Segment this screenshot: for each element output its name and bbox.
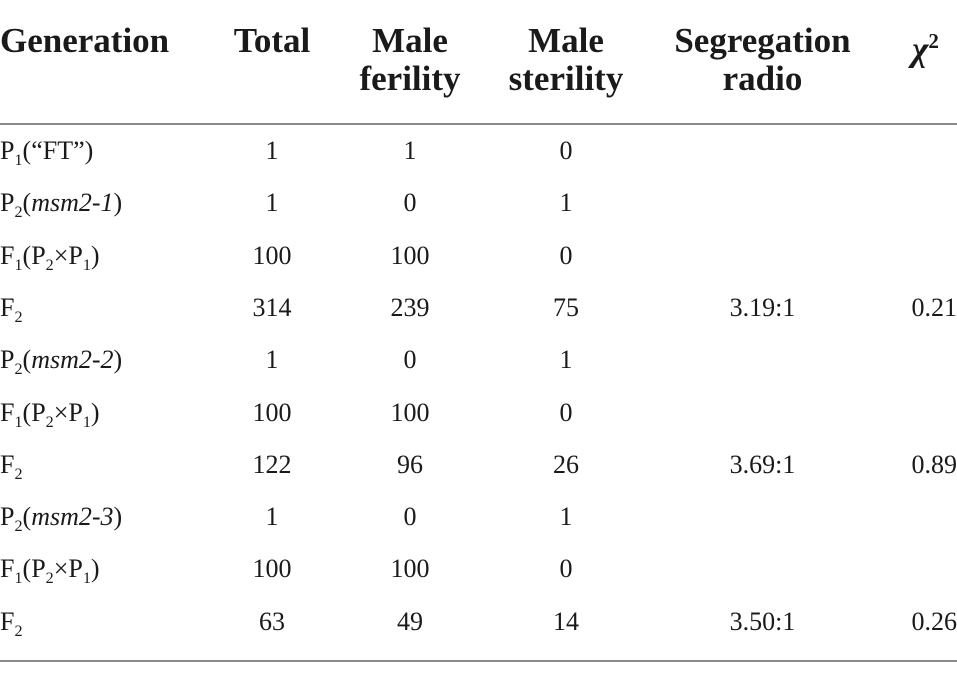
cell-male-sterility: 26 bbox=[553, 449, 579, 479]
table-row: F1(P2×P1) 100 100 0 bbox=[0, 230, 957, 282]
cell-male-sterility: 75 bbox=[553, 292, 579, 322]
table-row: P2(msm2-3) 1 0 1 bbox=[0, 491, 957, 543]
cell-chi-square: 0.89 bbox=[911, 449, 957, 479]
cell-male-sterility: 1 bbox=[559, 502, 573, 532]
cell-male-fertility: 239 bbox=[390, 292, 430, 322]
cell-generation: P2(msm2-3) bbox=[0, 502, 123, 536]
cell-male-fertility: 0 bbox=[403, 188, 417, 218]
cell-chi-square bbox=[880, 387, 957, 439]
cell-male-sterility: 0 bbox=[559, 397, 573, 427]
cell-generation: F2 bbox=[0, 292, 23, 327]
cell-segregation-ratio: 3.69:1 bbox=[729, 449, 796, 479]
cell-total: 1 bbox=[265, 188, 279, 218]
cell-chi-square bbox=[880, 177, 957, 229]
header-segregation-ratio: Segregation radio bbox=[665, 22, 860, 98]
cell-male-fertility: 96 bbox=[397, 449, 423, 479]
cell-total: 122 bbox=[252, 449, 292, 479]
header-male-sterility: Male sterility bbox=[503, 22, 629, 98]
cell-segregation-ratio bbox=[665, 491, 860, 543]
cell-total: 100 bbox=[252, 554, 292, 584]
cell-male-fertility: 100 bbox=[390, 554, 430, 584]
cell-male-sterility: 0 bbox=[559, 240, 573, 270]
header-total: Total bbox=[232, 22, 312, 60]
cell-total: 100 bbox=[252, 240, 292, 270]
cell-male-fertility: 1 bbox=[403, 136, 417, 165]
cell-total: 1 bbox=[265, 136, 279, 165]
header-male-sterility-line2: sterility bbox=[508, 59, 624, 98]
cell-segregation-ratio bbox=[665, 177, 860, 229]
cell-chi-square: 0.21 bbox=[911, 292, 957, 322]
cell-total: 1 bbox=[265, 345, 279, 375]
cell-male-fertility: 100 bbox=[390, 240, 430, 270]
header-male-fertility-line1: Male bbox=[372, 21, 448, 60]
header-chi-square: χ2 bbox=[898, 22, 953, 69]
cell-segregation-ratio bbox=[665, 334, 860, 386]
cell-male-sterility: 0 bbox=[559, 136, 573, 165]
header-chi-symbol: χ bbox=[912, 29, 929, 69]
cell-male-sterility: 14 bbox=[553, 606, 579, 636]
cell-chi-square bbox=[880, 543, 957, 595]
cell-male-fertility: 0 bbox=[403, 502, 417, 532]
cell-male-fertility: 49 bbox=[397, 606, 423, 636]
header-chi-exponent: 2 bbox=[928, 29, 939, 53]
cell-generation: F1(P2×P1) bbox=[0, 554, 100, 588]
table-row: F2 63 49 14 3.50:1 0.26 bbox=[0, 596, 957, 648]
cell-chi-square bbox=[880, 491, 957, 543]
cell-total: 1 bbox=[265, 502, 279, 532]
header-rule bbox=[0, 123, 957, 125]
header-segregation-line1: Segregation bbox=[674, 21, 851, 60]
cell-segregation-ratio bbox=[665, 543, 860, 595]
header-generation: Generation bbox=[0, 22, 169, 60]
table-row: F2 122 96 26 3.69:1 0.89 bbox=[0, 439, 957, 491]
cell-chi-square bbox=[880, 125, 957, 177]
table-row: P1(“FT”) 1 1 0 bbox=[0, 125, 957, 177]
cell-total: 100 bbox=[252, 397, 292, 427]
cell-generation: P2(msm2-2) bbox=[0, 345, 123, 379]
table-row: F1(P2×P1) 100 100 0 bbox=[0, 387, 957, 439]
cell-chi-square bbox=[880, 230, 957, 282]
cell-segregation-ratio bbox=[665, 387, 860, 439]
cell-chi-square: 0.26 bbox=[911, 606, 957, 636]
header-segregation-line2: radio bbox=[722, 59, 803, 98]
cell-generation: F1(P2×P1) bbox=[0, 397, 100, 431]
table-row: P2(msm2-2) 1 0 1 bbox=[0, 334, 957, 386]
header-total-label: Total bbox=[233, 21, 311, 60]
cell-generation: F2 bbox=[0, 606, 23, 640]
table-row: P2(msm2-1) 1 0 1 bbox=[0, 177, 957, 229]
table-row: F2 314 239 75 3.19:1 0.21 bbox=[0, 282, 957, 334]
cell-total: 63 bbox=[259, 606, 285, 636]
cell-male-fertility: 0 bbox=[403, 345, 417, 375]
header-male-fertility: Male ferility bbox=[350, 22, 470, 98]
cell-segregation-ratio: 3.50:1 bbox=[729, 606, 796, 636]
cell-generation: P1(“FT”) bbox=[0, 136, 94, 170]
header-generation-label: Generation bbox=[0, 21, 170, 60]
cell-male-sterility: 0 bbox=[559, 554, 573, 584]
cell-male-fertility: 100 bbox=[390, 397, 430, 427]
cell-segregation-ratio bbox=[665, 230, 860, 282]
cell-segregation-ratio bbox=[665, 125, 860, 177]
cell-male-sterility: 1 bbox=[559, 188, 573, 218]
cell-generation: P2(msm2-1) bbox=[0, 188, 123, 222]
cell-chi-square bbox=[880, 334, 957, 386]
cell-segregation-ratio: 3.19:1 bbox=[729, 292, 796, 322]
header-male-fertility-line2: ferility bbox=[359, 59, 461, 98]
bottom-rule bbox=[0, 660, 957, 662]
header-male-sterility-line1: Male bbox=[528, 21, 604, 60]
cell-generation: F2 bbox=[0, 449, 23, 483]
cell-male-sterility: 1 bbox=[559, 345, 573, 375]
cell-generation: F1(P2×P1) bbox=[0, 240, 100, 274]
table-row: F1(P2×P1) 100 100 0 bbox=[0, 543, 957, 595]
cell-total: 314 bbox=[252, 292, 292, 322]
